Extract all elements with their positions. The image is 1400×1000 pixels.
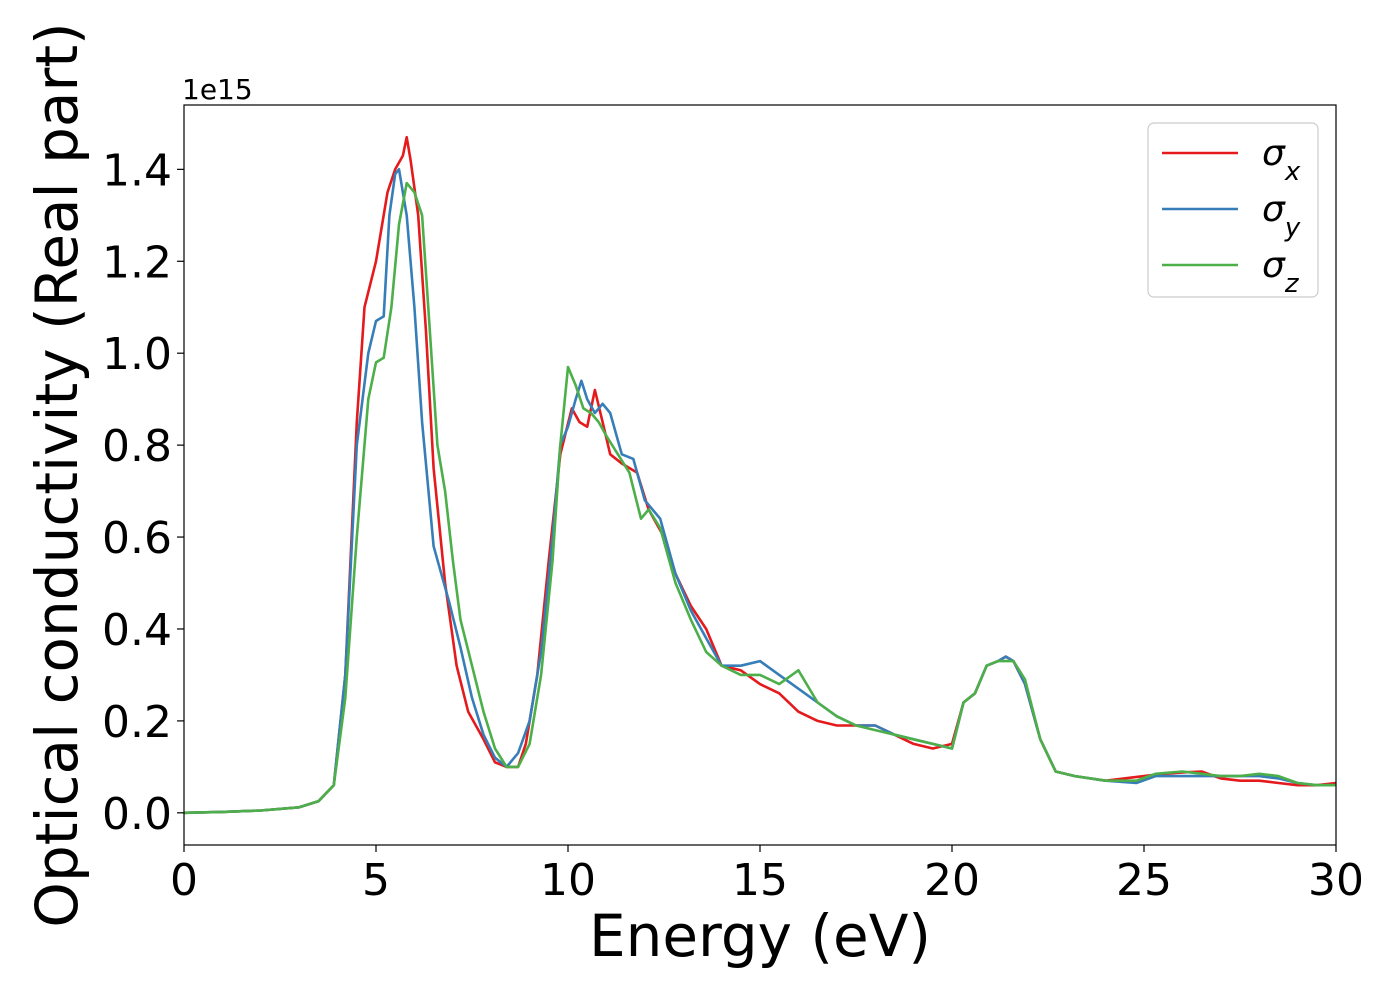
y-axis-title: Optical conductivity (Real part) — [23, 22, 91, 927]
y-tick-label: 0.8 — [102, 421, 172, 472]
y-tick-label: 0.2 — [102, 697, 172, 748]
y-tick-label: 1.2 — [102, 237, 172, 288]
y-tick-label: 0.4 — [102, 605, 172, 656]
x-tick-label: 15 — [732, 855, 788, 906]
x-tick-label: 10 — [540, 855, 596, 906]
series-layer — [183, 135, 1337, 815]
x-tick-label: 30 — [1308, 855, 1364, 906]
y-tick-label: 1.0 — [102, 329, 172, 380]
x-tick-label: 20 — [924, 855, 980, 906]
x-axis-title: Energy (eV) — [589, 902, 931, 970]
series-line-z — [183, 181, 1336, 815]
y-offset-text: 1e15 — [182, 73, 253, 106]
x-axis-ticks: 0 5 10 15 20 25 30 — [170, 845, 1364, 906]
y-tick-label: 1.4 — [102, 145, 172, 196]
y-axis-ticks: 0.0 0.2 0.4 0.6 0.8 1.0 1.2 1.4 — [102, 145, 184, 840]
y-tick-label: 0.0 — [102, 789, 172, 840]
x-tick-label: 5 — [362, 855, 390, 906]
x-tick-label: 0 — [170, 855, 198, 906]
y-tick-label: 0.6 — [102, 513, 172, 564]
x-tick-label: 25 — [1116, 855, 1172, 906]
